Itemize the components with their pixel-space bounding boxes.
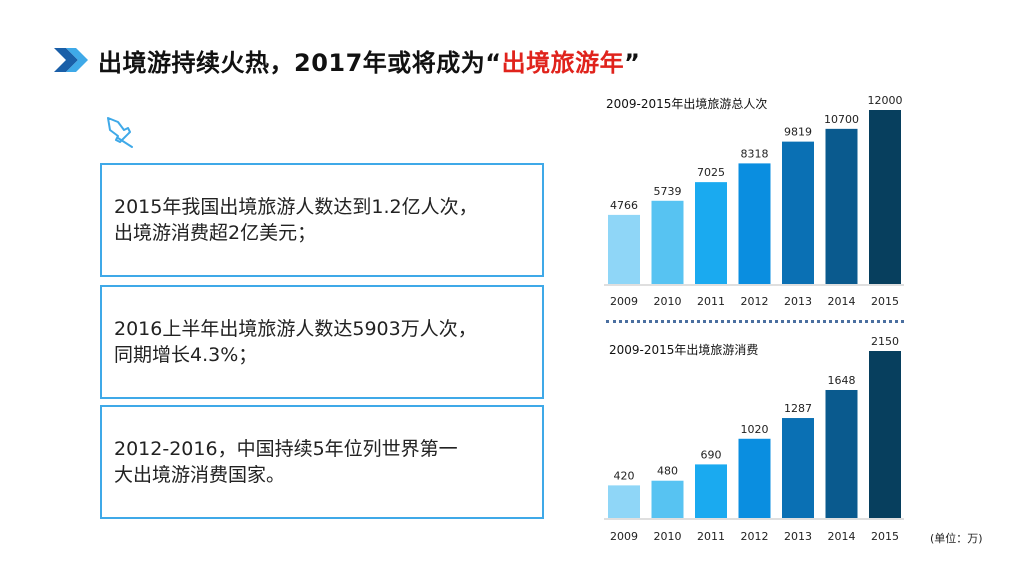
data-label-2014: 10700: [824, 113, 859, 126]
tick-label-2009: 2009: [610, 295, 638, 308]
tick-label-2012: 2012: [741, 295, 769, 308]
chart-2-title: 2009-2015年出境旅游消费: [609, 343, 759, 357]
chart-1-title: 2009-2015年出境旅游总人次: [606, 97, 768, 111]
chart-divider: [606, 320, 904, 323]
title-main: 出境游持续火热，2017年或将成为: [98, 48, 486, 77]
bar-2010: [651, 480, 684, 518]
tick-label-2015: 2015: [871, 295, 899, 308]
tick-label-2010: 2010: [654, 295, 682, 308]
title-row: 出境游持续火热，2017年或将成为“出境旅游年”: [52, 38, 640, 82]
data-label-2015: 12000: [868, 94, 903, 107]
title-quote-close: ”: [624, 48, 641, 77]
tick-label-2011: 2011: [697, 295, 725, 308]
bar-2012: [738, 438, 771, 518]
bar-2009: [608, 214, 640, 284]
title-highlight: 出境旅游年: [501, 48, 625, 77]
data-label-2009: 420: [614, 469, 635, 482]
double-chevron-right-icon: [54, 48, 88, 72]
data-label-2011: 7025: [697, 166, 725, 179]
tick-label-2014: 2014: [828, 530, 856, 543]
fact-box-3: 2012-2016，中国持续5年位列世界第一 大出境游消费国家。: [100, 405, 544, 519]
bar-2014: [825, 389, 858, 518]
bar-2013: [782, 141, 814, 284]
bar-2015: [869, 110, 901, 284]
data-label-2010: 480: [657, 465, 678, 478]
bar-2010: [651, 200, 684, 284]
tick-label-2013: 2013: [784, 295, 812, 308]
tick-label-2010: 2010: [654, 530, 682, 543]
data-label-2011: 690: [701, 448, 722, 461]
fact-text-1: 2015年我国出境旅游人数达到1.2亿人次， 出境游消费超2亿美元；: [114, 196, 478, 244]
fact-text-2: 2016上半年出境旅游人数达5903万人次， 同期增长4.3%；: [114, 318, 477, 366]
bar-2014: [825, 128, 858, 284]
tick-label-2011: 2011: [697, 530, 725, 543]
data-label-2012: 1020: [741, 423, 769, 436]
page-title: 出境游持续火热，2017年或将成为“出境旅游年”: [98, 43, 640, 78]
title-quote-open: “: [485, 48, 502, 77]
bar-2012: [738, 163, 771, 284]
data-label-2012: 8318: [741, 147, 769, 160]
tick-label-2009: 2009: [610, 530, 638, 543]
data-label-2013: 1287: [784, 402, 812, 415]
tick-label-2013: 2013: [784, 530, 812, 543]
data-label-2014: 1648: [828, 374, 856, 387]
data-label-2009: 4766: [610, 199, 638, 212]
bar-2011: [695, 182, 727, 284]
bar-2013: [782, 418, 814, 518]
bar-2015: [869, 351, 901, 518]
fact-box-2: 2016上半年出境旅游人数达5903万人次， 同期增长4.3%；: [100, 285, 544, 399]
pushpin-icon: [107, 117, 133, 148]
fact-text-3: 2012-2016，中国持续5年位列世界第一 大出境游消费国家。: [114, 438, 458, 486]
data-label-2015: 2150: [871, 335, 899, 348]
data-label-2010: 5739: [654, 185, 682, 198]
fact-box-1: 2015年我国出境旅游人数达到1.2亿人次， 出境游消费超2亿美元；: [100, 163, 544, 277]
tick-label-2012: 2012: [741, 530, 769, 543]
unit-note: (单位：万): [930, 532, 983, 545]
tick-label-2014: 2014: [828, 295, 856, 308]
tick-label-2015: 2015: [871, 530, 899, 543]
data-label-2013: 9819: [784, 126, 812, 139]
bar-2009: [608, 485, 640, 518]
bar-2011: [695, 464, 727, 518]
